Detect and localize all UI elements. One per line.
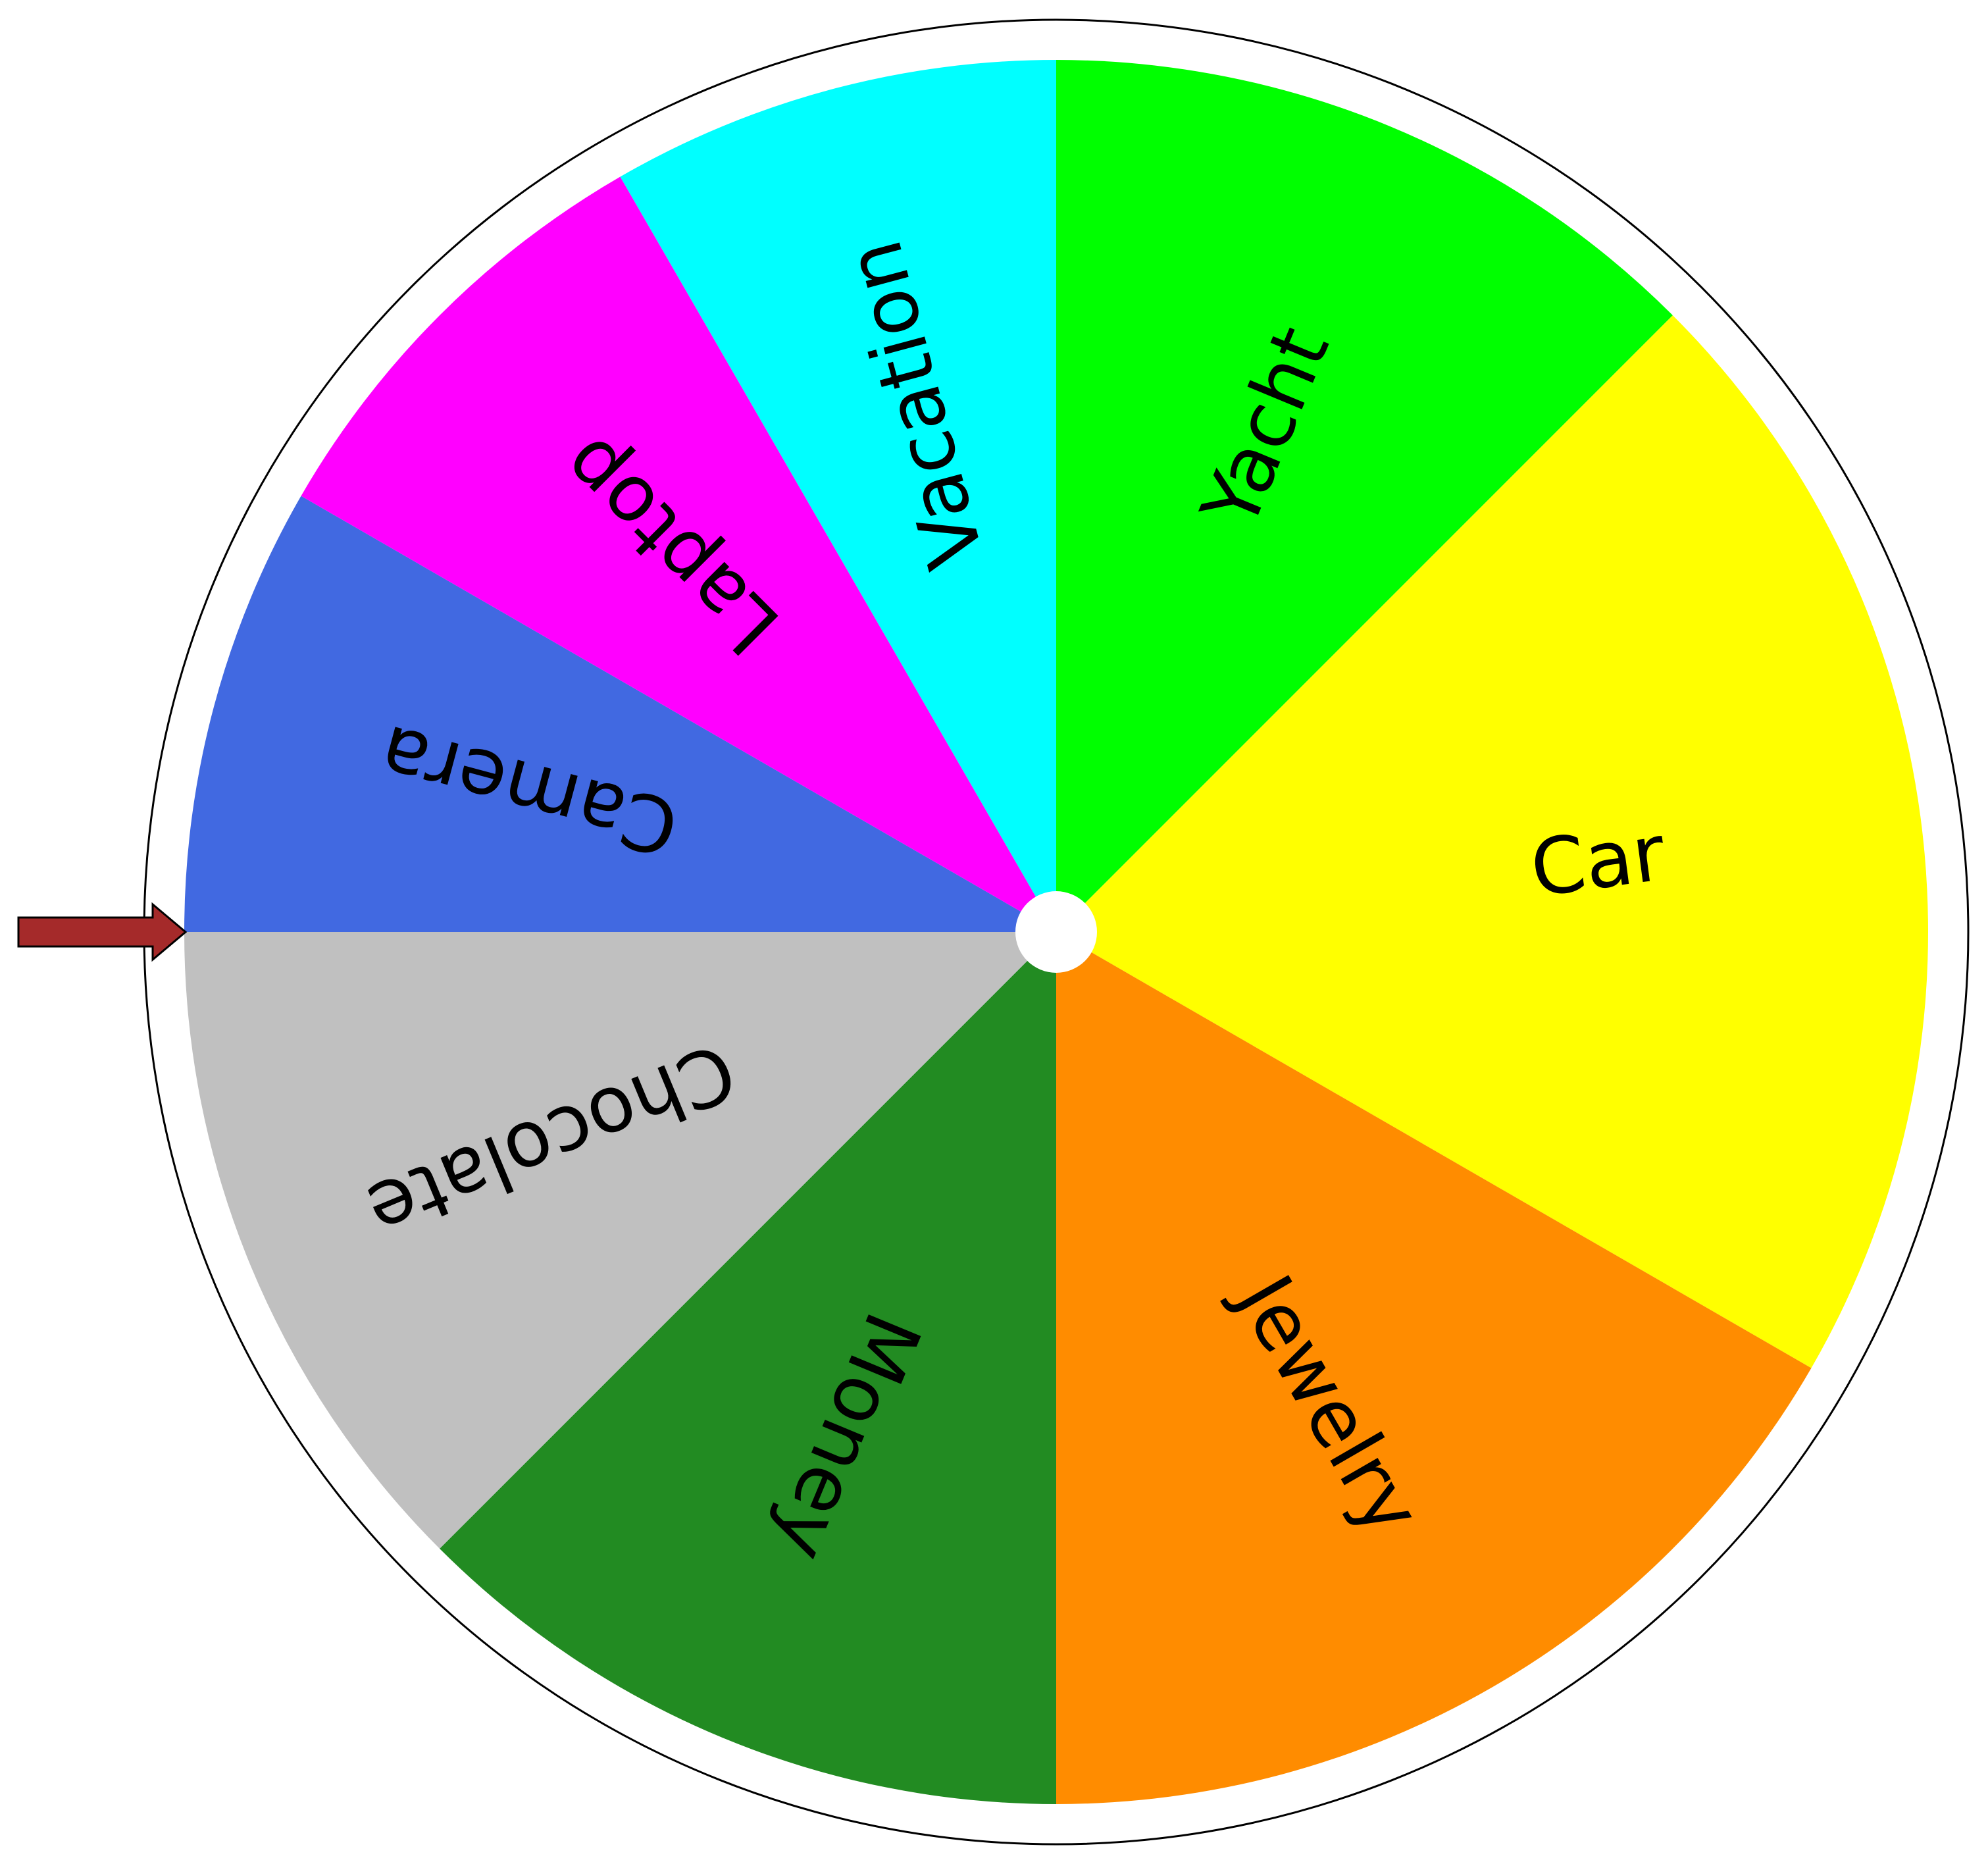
wheel-segment-camera (184, 496, 1056, 932)
wheel-segment-money (440, 932, 1056, 1804)
wheel-segment-laptop (301, 176, 1056, 932)
wheel-segment-yacht (1056, 60, 1673, 932)
wheel-label-car: Car (1525, 807, 1670, 914)
wheel-segment-jewelry (1056, 932, 1812, 1804)
pointer-arrow-icon (17, 902, 188, 962)
wheel-segment-chocolate (184, 932, 1056, 1549)
wheel-segments (184, 60, 1928, 1804)
wheel-segment-car (1056, 315, 1928, 1368)
wheel-hub[interactable] (1015, 891, 1097, 973)
wheel-segment-vacation (620, 60, 1056, 932)
